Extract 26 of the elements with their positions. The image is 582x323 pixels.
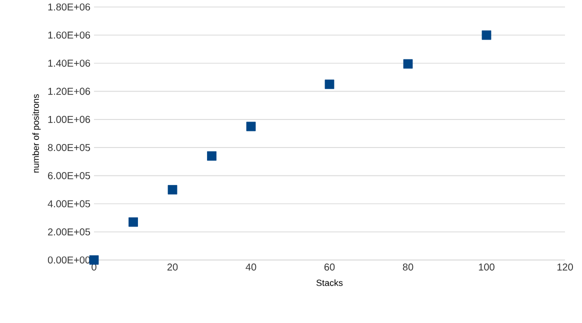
point (168, 185, 178, 194)
y-tick-label: 2.00E+05 (48, 228, 90, 236)
point (89, 255, 99, 265)
y-tick-label: 1.60E+06 (48, 32, 90, 39)
point (324, 80, 334, 90)
y-tick-label: 1.00E+06 (48, 116, 90, 123)
x-tick-label: 100 (478, 264, 494, 271)
point (246, 122, 256, 132)
x-tick-label: 20 (167, 264, 178, 271)
point (128, 217, 138, 227)
y-tick-label: 1.40E+06 (48, 60, 90, 67)
x-tick-label: 60 (324, 264, 335, 271)
y-tick-label: 0.00E+00 (48, 256, 90, 264)
x-tick-label: 40 (246, 264, 256, 271)
x-tick-label: 80 (402, 264, 414, 271)
point (207, 151, 216, 161)
x-tick-label: 120 (557, 264, 573, 271)
y-tick-label: 4.00E+05 (48, 200, 90, 208)
y-tick-label: 1.80E+06 (48, 3, 90, 11)
y-tick-label: 6.00E+05 (48, 172, 90, 180)
y-tick-label: 1.20E+06 (48, 88, 90, 95)
point (403, 59, 413, 69)
y-axis-title: number of positrons (32, 94, 41, 173)
x-axis-title: Stacks (316, 279, 343, 286)
point (482, 30, 492, 40)
y-tick-label: 8.00E+05 (48, 144, 90, 152)
